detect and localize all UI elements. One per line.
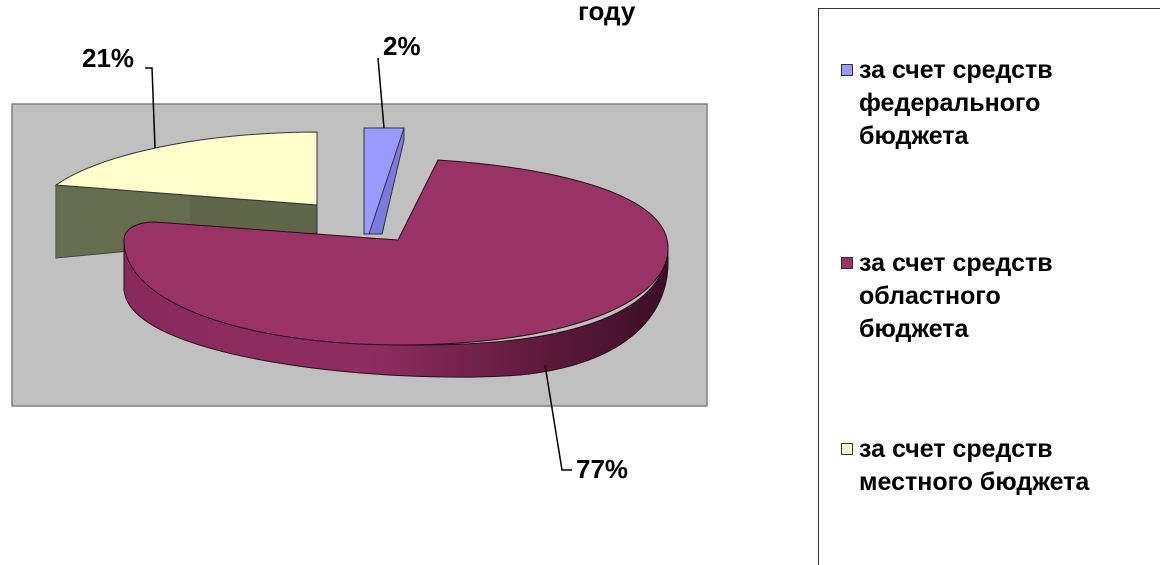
leader-line-21 bbox=[145, 67, 156, 149]
legend-label-regional: за счет средств областного бюджета bbox=[859, 249, 1053, 343]
slice-regional-top bbox=[123, 159, 669, 346]
legend-item-federal: за счет средств федерального бюджета bbox=[841, 54, 1053, 153]
slice-regional-budget bbox=[123, 159, 669, 378]
legend-item-local: за счет средств местного бюджета bbox=[841, 433, 1089, 499]
leader-line-77 bbox=[544, 364, 572, 471]
leader-line-2 bbox=[377, 57, 385, 129]
slice-federal-shade bbox=[368, 127, 405, 235]
legend-item-regional: за счет средств областного бюджета bbox=[841, 247, 1053, 346]
legend-label-federal: за счет средств федерального бюджета bbox=[859, 56, 1053, 150]
slice-local-top bbox=[54, 131, 318, 206]
chart-title: году bbox=[578, 0, 636, 26]
legend-swatch-federal bbox=[841, 64, 853, 76]
data-label-federal: 2% bbox=[383, 31, 421, 61]
legend-swatch-regional bbox=[841, 257, 853, 269]
data-label-local: 21% bbox=[82, 43, 134, 73]
legend-label-local: за счет средств местного бюджета bbox=[859, 435, 1090, 496]
slice-federal-budget bbox=[363, 127, 405, 235]
legend-swatch-local bbox=[841, 443, 853, 455]
data-label-regional: 77% bbox=[576, 454, 628, 484]
legend: за счет средств федерального бюджета за … bbox=[818, 8, 1160, 565]
